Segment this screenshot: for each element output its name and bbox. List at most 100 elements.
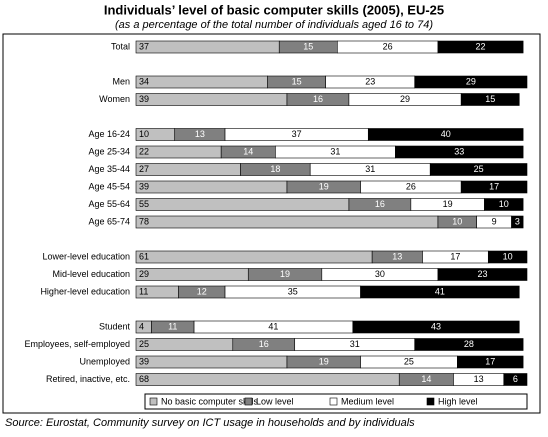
value-label: 15 [485,94,495,104]
value-label: 16 [375,199,385,209]
value-label: 39 [139,94,149,104]
value-label: 29 [400,94,410,104]
value-label: 55 [139,199,149,209]
value-label: 17 [485,356,495,366]
chart-frame [2,33,541,414]
value-label: 18 [270,164,280,174]
value-label: 9 [492,216,497,226]
value-label: 40 [441,129,451,139]
bar-segment [437,268,528,281]
value-label: 4 [139,321,144,331]
value-label: 27 [139,164,149,174]
legend-label: No basic computer skills [161,396,259,406]
bar-segment [135,250,373,264]
value-label: 39 [139,356,149,366]
value-label: 15 [292,76,302,86]
bar-segment [135,198,350,211]
category-label: Student [99,321,131,331]
bar-segment [135,40,280,54]
category-label: Age 45-54 [88,181,130,191]
value-label: 6 [513,374,518,384]
value-label: 41 [268,321,278,331]
value-label: 19 [319,181,329,191]
category-label: Age 16-24 [88,129,130,139]
bar-segment [352,320,520,334]
value-label: 19 [319,356,329,366]
legend-swatch [149,397,158,406]
bar-segment [437,40,524,54]
category-label: Unemployed [79,356,130,366]
bar-segment [135,180,288,194]
bar-segment [503,373,528,386]
value-label: 10 [139,129,149,139]
category-label: Men [112,76,130,86]
bar-segment [484,198,524,211]
value-label: 14 [421,374,431,384]
value-label: 13 [195,129,205,139]
bar-segment [135,338,234,351]
bar-segment [429,163,528,176]
value-label: 41 [435,286,445,296]
value-label: 39 [139,181,149,191]
value-label: 31 [365,164,375,174]
bar-segment [135,163,241,176]
value-label: 10 [452,216,462,226]
category-label: Age 55-64 [88,199,130,209]
value-label: 11 [168,321,177,331]
value-label: 43 [431,321,441,331]
legend-swatch [426,397,435,406]
value-label: 26 [383,41,393,51]
category-label: Age 35-44 [88,164,130,174]
value-label: 37 [139,41,149,51]
value-label: 78 [139,216,149,226]
legend-label: Medium level [341,396,394,406]
category-label: Age 65-74 [88,216,130,226]
value-label: 15 [303,41,313,51]
bar-segment [135,373,400,386]
bar-segment [414,338,524,351]
value-label: 17 [450,251,460,261]
value-label: 16 [259,339,269,349]
value-label: 33 [454,146,464,156]
category-label: Mid-level education [52,269,130,279]
category-label: Employees, self-employed [24,339,130,349]
bar-segment [135,355,288,369]
bar-segment [457,355,524,369]
chart-title: Individuals’ level of basic computer ski… [104,2,444,17]
category-label: Total [111,41,130,51]
bar-segment [460,180,528,194]
source-note: Source: Eurostat, Community survey on IC… [5,417,415,429]
category-label: Lower-level education [42,251,130,261]
category-label: Higher-level education [40,286,130,296]
value-label: 61 [139,251,149,261]
legend-label: High level [438,396,478,406]
value-label: 13 [474,374,484,384]
value-label: 25 [139,339,149,349]
bar-segment [135,75,268,89]
value-label: 35 [288,286,298,296]
category-label: Age 25-34 [88,146,130,156]
bar-segment [487,250,528,264]
value-label: 19 [443,199,453,209]
value-label: 29 [139,269,149,279]
chart-subtitle: (as a percentage of the total number of … [115,19,433,31]
value-label: 26 [406,181,416,191]
value-label: 13 [392,251,402,261]
value-label: 16 [313,94,323,104]
value-label: 68 [139,374,149,384]
legend-swatch [244,397,253,406]
value-label: 34 [139,76,149,86]
value-label: 12 [197,286,207,296]
value-label: 22 [139,146,149,156]
value-label: 31 [350,339,360,349]
value-label: 22 [476,41,486,51]
bar-segment [367,128,524,141]
value-label: 23 [365,76,375,86]
value-label: 30 [375,269,385,279]
bar-segment [135,93,288,106]
bar-segment [414,75,528,89]
value-label: 11 [139,286,148,296]
value-label: 25 [404,356,414,366]
bar-segment [135,215,439,229]
